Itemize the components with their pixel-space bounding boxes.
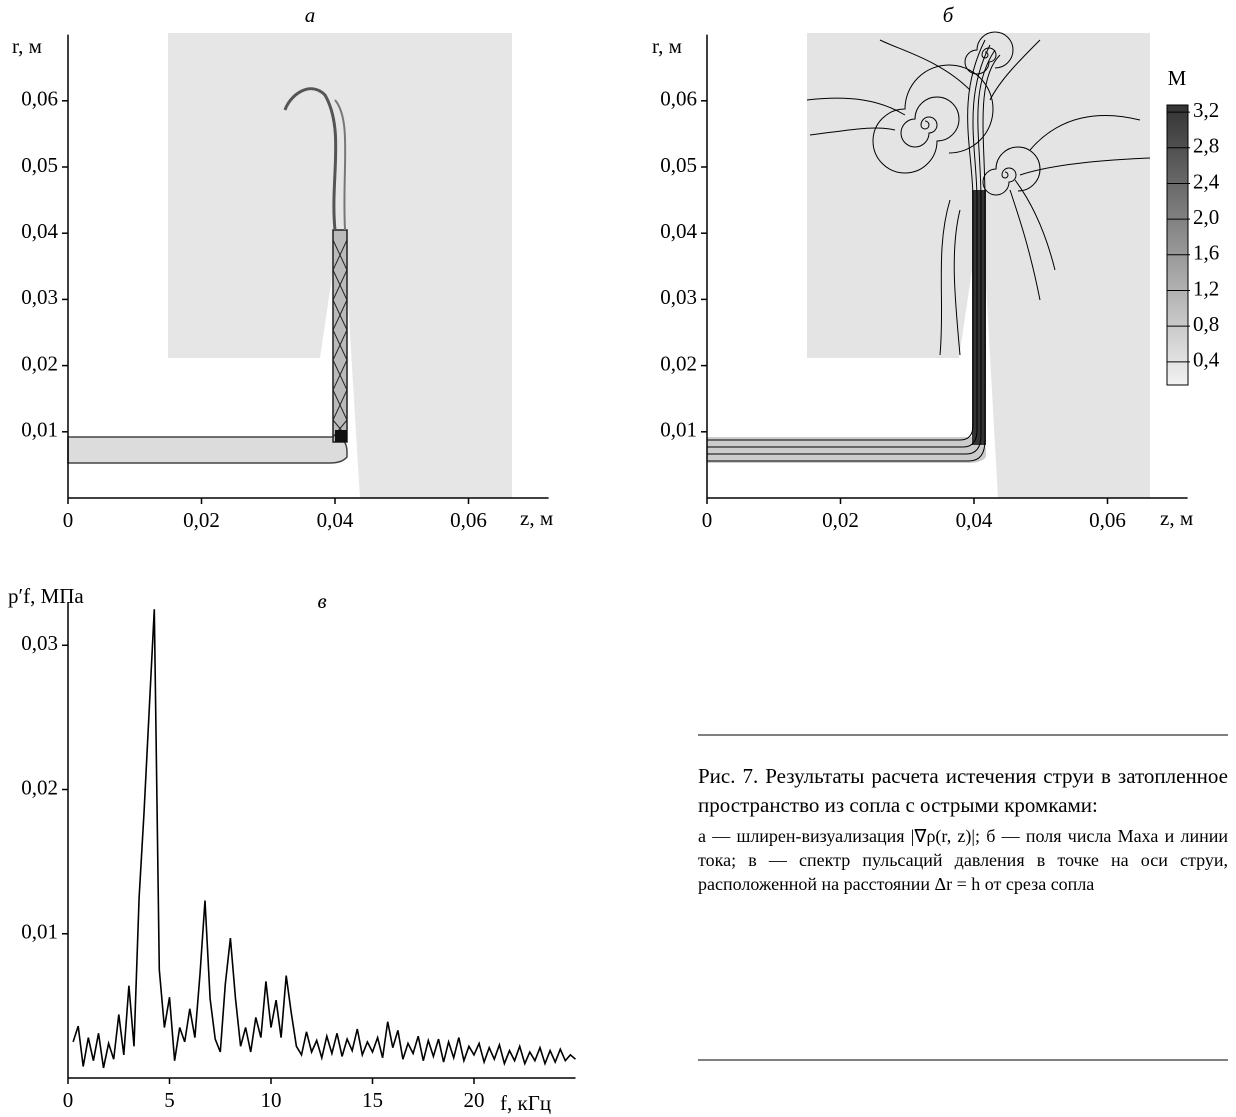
x-axis-label: f, кГц — [500, 1091, 551, 1115]
colorbar-tick-label: 3,2 — [1193, 98, 1219, 122]
schlieren-field — [67, 33, 512, 498]
panel-title: а — [305, 3, 316, 27]
colorbar-tick-label: 2,0 — [1193, 205, 1219, 229]
x-tick-label: 0,06 — [1089, 508, 1126, 532]
panel-title: б — [943, 3, 955, 27]
y-tick-label: 0,06 — [21, 87, 58, 111]
x-axis-label: z, м — [1160, 506, 1193, 530]
y-tick-label: 0,04 — [660, 219, 697, 243]
y-tick-label: 0,02 — [21, 351, 58, 375]
panel-title: в — [317, 589, 326, 613]
y-tick-label: 0,01 — [21, 418, 58, 442]
colorbar-tick-label: 1,2 — [1193, 276, 1219, 300]
x-tick-label: 20 — [464, 1088, 485, 1112]
colorbar-label: М — [1168, 66, 1187, 90]
y-tick-label: 0,03 — [660, 285, 697, 309]
y-tick-label: 0,01 — [21, 920, 58, 944]
y-tick-label: 0,03 — [21, 631, 58, 655]
y-tick-label: 0,04 — [21, 219, 58, 243]
x-tick-label: 0,06 — [450, 508, 487, 532]
y-tick-label: 0,05 — [21, 153, 58, 177]
x-tick-label: 15 — [362, 1088, 383, 1112]
x-axis-label: z, м — [520, 506, 553, 530]
x-tick-label: 0 — [63, 508, 74, 532]
colorbar-tick-label: 2,4 — [1193, 169, 1220, 193]
y-axis-label: r, м — [652, 34, 682, 58]
y-tick-label: 0,06 — [660, 87, 697, 111]
caption-text: а — шлирен-визуализация |∇ρ(r, z)|; б — … — [698, 826, 1228, 894]
spectrum-line — [72, 609, 577, 1069]
y-tick-label: 0,05 — [660, 153, 697, 177]
caption: Рис. 7. Результаты расчета истечения стр… — [698, 762, 1228, 896]
y-axis-label: p′f, МПа — [8, 584, 84, 608]
colorbar-tick-label: 2,8 — [1193, 134, 1219, 158]
colorbar-tick-label: 0,8 — [1193, 312, 1219, 336]
x-tick-label: 0 — [63, 1088, 74, 1112]
y-axis-label: r, м — [12, 34, 42, 58]
x-tick-label: 0,04 — [317, 508, 354, 532]
x-tick-label: 5 — [164, 1088, 175, 1112]
x-tick-label: 0,02 — [822, 508, 859, 532]
y-tick-label: 0,02 — [21, 775, 58, 799]
x-tick-label: 0 — [702, 508, 713, 532]
y-tick-label: 0,02 — [660, 351, 697, 375]
y-tick-label: 0,01 — [660, 418, 697, 442]
mach-field — [707, 31, 1189, 498]
x-tick-label: 0,04 — [956, 508, 993, 532]
x-tick-label: 10 — [261, 1088, 282, 1112]
y-tick-label: 0,03 — [21, 285, 58, 309]
caption-title: Рис. 7. Результаты расчета истечения стр… — [698, 764, 1228, 817]
x-tick-label: 0,02 — [183, 508, 220, 532]
colorbar-tick-label: 1,6 — [1193, 241, 1219, 265]
colorbar-tick-label: 0,4 — [1193, 348, 1220, 372]
